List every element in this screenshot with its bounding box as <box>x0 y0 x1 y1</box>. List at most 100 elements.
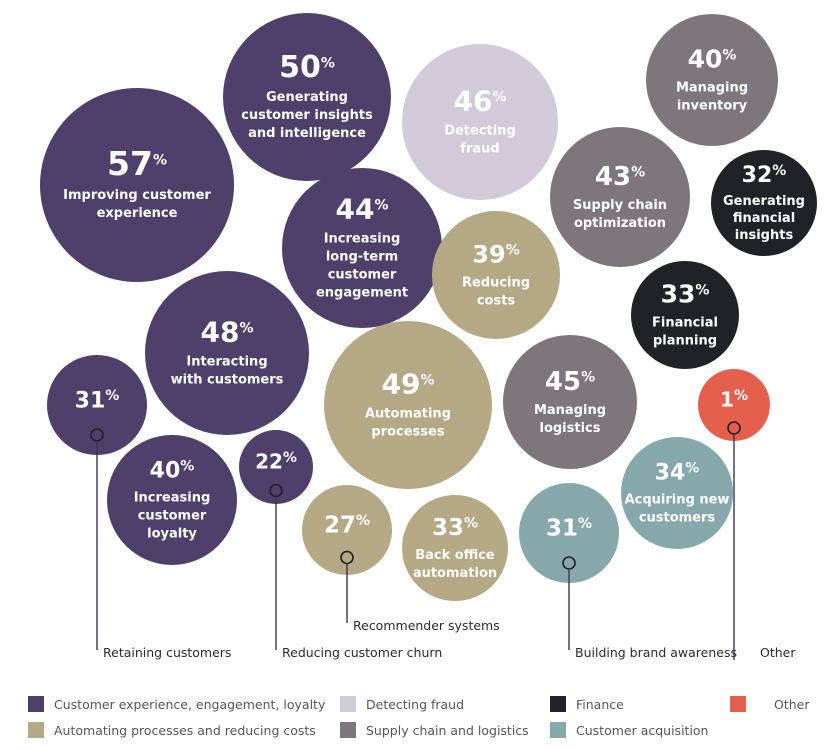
bubble-label: and intelligence <box>248 126 366 141</box>
bubble-value: 1% <box>720 388 748 412</box>
bubble-value: 40% <box>688 45 737 74</box>
legend-item-cx: Customer experience, engagement, loyalty <box>28 696 325 712</box>
bubble-value-number: 50 <box>279 50 321 85</box>
bubble-label: costs <box>477 293 516 308</box>
bubble-circle <box>239 430 313 504</box>
bubble-value: 33% <box>661 280 710 309</box>
bubble-label: loyalty <box>147 527 197 542</box>
bubble-circle <box>631 261 739 369</box>
legend-label: Supply chain and logistics <box>366 722 529 738</box>
bubble-label: Acquiring new <box>625 493 730 508</box>
callout-label: Other <box>760 645 796 660</box>
bubble-label: Automating <box>365 407 451 422</box>
bubble-circle <box>432 211 560 339</box>
bubble-value: 39% <box>472 240 519 268</box>
bubble-value-number: 1 <box>720 388 734 412</box>
bubble-value-percent: % <box>420 373 434 389</box>
bubble-circle <box>302 485 392 575</box>
bubble-11: 45% Managing logistics <box>503 335 637 469</box>
callout-label: Retaining customers <box>103 645 231 660</box>
legend-label: Other <box>774 696 810 712</box>
bubble-circle <box>646 14 778 146</box>
bubble-value-percent: % <box>153 153 167 169</box>
bubble-circle <box>324 321 492 489</box>
bubble-value-percent: % <box>105 388 119 404</box>
bubble-value-percent: % <box>492 90 506 106</box>
legend-item-other: Other <box>730 696 810 712</box>
bubble-19: 34% Acquiring new customers <box>621 437 733 549</box>
bubble-2: 46% Detecting fraud <box>402 44 558 200</box>
callout-label: Recommender systems <box>353 618 500 633</box>
bubble-value: 31% <box>546 516 592 542</box>
bubble-label: Increasing <box>134 491 211 506</box>
legend-item-supply: Supply chain and logistics <box>340 722 529 738</box>
bubble-label: fraud <box>460 142 499 157</box>
bubble-value-percent: % <box>722 48 736 64</box>
bubble-value: 45% <box>545 367 595 397</box>
bubble-label: with customers <box>171 373 284 388</box>
bubble-value-number: 22 <box>255 450 283 474</box>
legend-swatch <box>28 696 44 712</box>
bubble-value: 49% <box>382 368 435 401</box>
bubble-value: 50% <box>279 50 335 85</box>
bubble-value-percent: % <box>239 321 253 337</box>
bubble-value-number: 49 <box>382 368 421 401</box>
bubble-circle <box>47 355 147 455</box>
legend-swatch <box>28 722 44 738</box>
bubble-value-percent: % <box>581 370 595 386</box>
bubble-label: customer <box>328 268 397 283</box>
bubble-value-percent: % <box>180 459 194 475</box>
bubble-label: Reducing <box>462 275 530 290</box>
legend-item-acq: Customer acquisition <box>550 722 708 738</box>
bubble-label: Detecting <box>444 124 516 139</box>
legend-swatch <box>730 696 746 712</box>
bubble-value-number: 46 <box>454 85 493 118</box>
bubble-label: customer insights <box>241 108 373 123</box>
bubble-12: 1% Other <box>698 369 796 660</box>
bubble-value-percent: % <box>578 516 592 532</box>
bubble-value-number: 27 <box>324 513 356 539</box>
bubble-label: logistics <box>539 421 600 436</box>
bubble-label: Supply chain <box>573 198 667 213</box>
bubble-value: 48% <box>201 316 254 349</box>
bubble-circle <box>698 369 770 441</box>
bubble-value-number: 33 <box>432 515 464 541</box>
bubble-value: 31% <box>75 388 120 413</box>
bubble-14: 40% Increasing customer loyalty <box>107 435 237 565</box>
bubble-7: 39% Reducing costs <box>432 211 560 339</box>
bubble-label: financial <box>733 211 795 226</box>
bubble-label: customers <box>639 511 716 526</box>
callout-label: Building brand awareness <box>575 645 737 660</box>
bubble-label: optimization <box>574 216 666 231</box>
legend-item-fraud: Detecting fraud <box>340 696 464 712</box>
bubble-value-percent: % <box>506 243 520 259</box>
bubble-5: 32% Generating financial insights <box>711 150 817 256</box>
bubble-13: 31% Retaining customers <box>47 355 231 660</box>
bubble-value-number: 34 <box>655 461 686 486</box>
bubble-value-percent: % <box>734 388 748 404</box>
bubble-0: 57% Improving customer experience <box>40 88 234 282</box>
bubble-value-percent: % <box>685 461 699 477</box>
bubble-label: insights <box>735 228 794 243</box>
callout-label: Reducing customer churn <box>282 645 442 660</box>
bubble-6: 44% Increasing long-term customer engagement <box>282 168 442 328</box>
legend-label: Customer acquisition <box>576 722 709 738</box>
legend: Customer experience, engagement, loyalty… <box>0 690 825 750</box>
bubble-value-percent: % <box>374 198 388 214</box>
bubble-value-percent: % <box>283 450 297 466</box>
legend-item-auto: Automating processes and reducing costs <box>28 722 316 738</box>
bubble-18: 31% Building brand awareness <box>519 483 737 660</box>
bubble-value-number: 33 <box>661 280 696 309</box>
bubble-circle <box>402 495 508 601</box>
bubble-label: Generating <box>266 90 348 105</box>
bubble-value: 40% <box>150 459 195 484</box>
legend-swatch <box>550 696 566 712</box>
bubble-value-number: 39 <box>472 240 505 268</box>
bubble-circle <box>402 44 558 200</box>
bubble-value-number: 43 <box>595 162 631 192</box>
bubble-label: Managing <box>676 81 748 96</box>
bubble-circle <box>550 127 690 267</box>
bubble-4: 43% Supply chain optimization <box>550 127 690 267</box>
bubble-value: 27% <box>324 513 370 539</box>
bubble-label: automation <box>413 566 497 581</box>
